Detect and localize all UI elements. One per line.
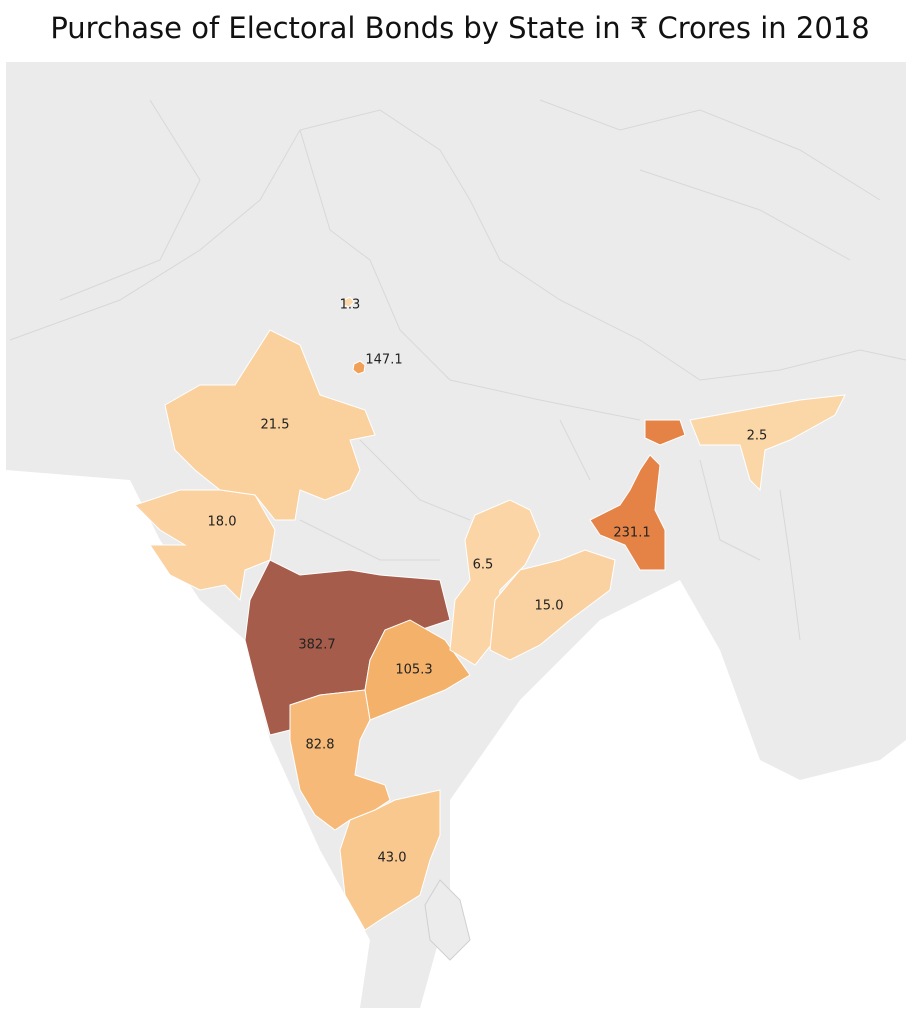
state-region — [342, 296, 355, 308]
value-label: 15.0 — [535, 599, 564, 614]
chart-title: Purchase of Electoral Bonds by State in … — [50, 11, 869, 45]
value-label: 105.3 — [395, 663, 432, 678]
state-region — [364, 619, 471, 721]
state-region — [689, 394, 846, 492]
border-line — [539, 99, 881, 261]
value-label: 21.5 — [261, 418, 290, 433]
value-label: 382.7 — [298, 638, 335, 653]
border-line — [9, 109, 907, 381]
state-region — [589, 419, 686, 571]
value-label: 231.1 — [613, 526, 650, 541]
border-line — [59, 99, 641, 421]
value-label: 147.1 — [365, 353, 402, 368]
value-label: 43.0 — [378, 851, 407, 866]
value-label: 2.5 — [747, 429, 768, 444]
state-region — [489, 549, 616, 661]
value-label: 18.0 — [208, 515, 237, 530]
sea-west — [6, 470, 370, 1008]
sri-lanka — [424, 879, 471, 961]
state-region — [134, 489, 276, 602]
border-line — [299, 419, 801, 641]
value-label: 6.5 — [473, 558, 494, 573]
state-region — [352, 360, 366, 375]
value-label: 1.3 — [340, 298, 361, 313]
state-region — [339, 789, 441, 931]
state-region — [289, 689, 391, 831]
value-label: 82.8 — [306, 738, 335, 753]
sea-east — [420, 580, 906, 1008]
